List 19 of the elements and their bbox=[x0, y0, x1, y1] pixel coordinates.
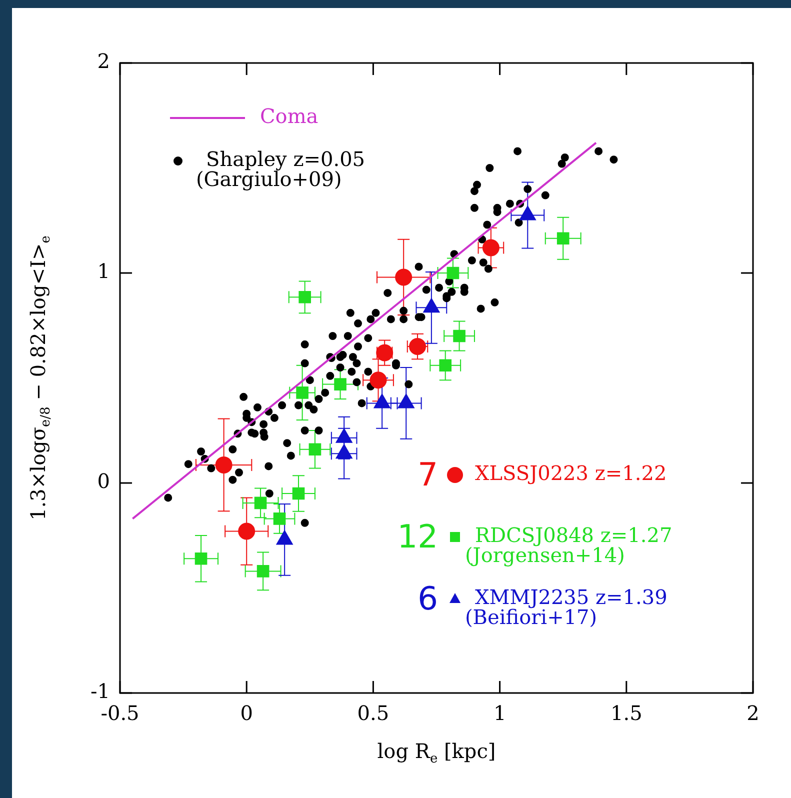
y-axis-title: 1.3×logσe/8 − 0.82×log<I>e bbox=[26, 235, 54, 520]
x-tick-label: 2 bbox=[746, 701, 760, 726]
x-tick-label: 1.5 bbox=[610, 701, 642, 726]
x-tick-label: -0.5 bbox=[100, 701, 140, 726]
x-tick-label: 1 bbox=[493, 701, 506, 726]
x-tick-label: 0.5 bbox=[357, 701, 390, 726]
legend-label: Coma bbox=[260, 104, 318, 128]
annotation: 7 bbox=[418, 455, 438, 494]
legend-label: XLSSJ0223 z=1.22 bbox=[475, 461, 667, 486]
annotation: 6 bbox=[418, 579, 438, 618]
y-tick-label: 1 bbox=[97, 259, 110, 284]
x-tick-label: 0 bbox=[240, 701, 253, 726]
y-tick-label: -1 bbox=[90, 679, 110, 704]
legend-label: Shapley z=0.05 (Gargiulo+09) bbox=[196, 147, 366, 192]
annotation: 12 bbox=[397, 517, 438, 556]
legend-label: RDCSJ0848 z=1.27 (Jorgensen+14) bbox=[465, 523, 672, 568]
y-tick-label: 0 bbox=[97, 469, 110, 494]
y-tick-label: 2 bbox=[97, 49, 110, 74]
legend-label: XMMJ2235 z=1.39 (Beifiori+17) bbox=[465, 585, 668, 630]
